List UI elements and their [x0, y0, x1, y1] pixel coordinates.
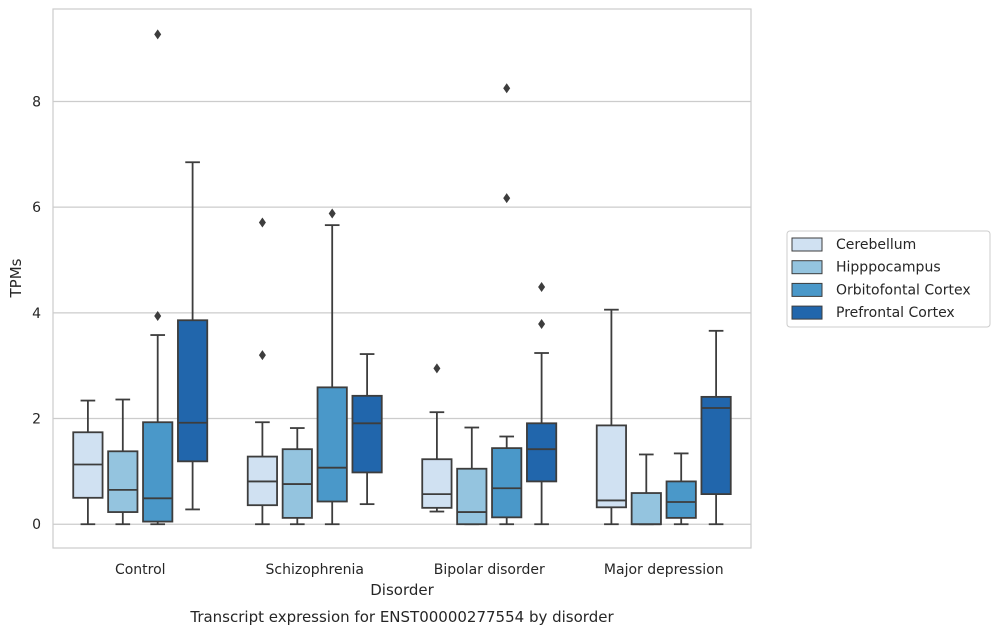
box-iqr: [456, 467, 488, 526]
box-hipppocampus: [281, 427, 313, 526]
outlier-point: [538, 318, 546, 329]
legend-entry: Hipppocampus: [836, 260, 941, 276]
box-orbitofontal-cortex: [665, 452, 697, 526]
outlier-point: [328, 208, 336, 219]
boxplots: [72, 29, 732, 526]
box-iqr: [526, 422, 558, 483]
box-iqr: [316, 386, 348, 503]
box-iqr: [142, 421, 174, 523]
box-iqr: [177, 319, 209, 463]
box-iqr: [665, 480, 697, 519]
x-tick-label: Schizophrenia: [266, 562, 364, 578]
box-orbitofontal-cortex: [491, 83, 523, 526]
y-tick-label: 8: [32, 94, 41, 110]
box-cerebellum: [246, 217, 278, 526]
legend-swatch: [791, 282, 823, 297]
legend-swatch: [791, 260, 823, 275]
legend: Cerebellum Hipppocampus Orbitofontal Corte…: [786, 230, 991, 328]
y-tick-label: 4: [32, 306, 41, 322]
legend-swatch: [791, 237, 823, 252]
box-hipppocampus: [107, 398, 139, 526]
outlier-point: [503, 83, 511, 94]
legend-entry: Cerebellum: [836, 237, 916, 253]
x-tick-labels: Control Schizophrenia Bipolar disorder Majo…: [115, 562, 724, 578]
box-hipppocampus: [630, 453, 662, 526]
box-iqr: [491, 447, 523, 519]
box-prefrontal-cortex: [526, 281, 558, 526]
box-cerebellum: [72, 399, 104, 526]
outlier-point: [258, 350, 266, 361]
outlier-point: [154, 311, 162, 322]
y-tick-label: 2: [32, 412, 41, 428]
legend-entry: Orbitofontal Cortex: [836, 282, 971, 298]
box-iqr: [700, 395, 732, 495]
outlier-point: [258, 217, 266, 228]
box-iqr: [107, 450, 139, 513]
outlier-point: [538, 281, 546, 292]
box-prefrontal-cortex: [351, 353, 383, 506]
box-iqr: [421, 458, 453, 509]
box-iqr: [595, 424, 627, 509]
legend-swatch: [791, 305, 823, 320]
y-tick-label: 6: [32, 200, 41, 216]
y-axis-label: TPMs: [7, 258, 25, 298]
box-hipppocampus: [456, 426, 488, 526]
outlier-point: [503, 193, 511, 204]
legend-entry: Prefrontal Cortex: [836, 305, 955, 321]
x-tick-label: Major depression: [604, 562, 724, 578]
x-tick-label: Bipolar disorder: [434, 562, 545, 578]
outlier-point: [154, 29, 162, 40]
legend-frame: [786, 230, 991, 328]
box-cerebellum: [421, 363, 453, 513]
box-prefrontal-cortex: [177, 161, 209, 511]
box-prefrontal-cortex: [700, 329, 732, 526]
box-iqr: [351, 394, 383, 474]
box-cerebellum: [595, 308, 627, 526]
box-orbitofontal-cortex: [142, 29, 174, 526]
box-orbitofontal-cortex: [316, 208, 348, 526]
outlier-point: [433, 363, 441, 374]
plot-frame: [52, 8, 752, 549]
y-tick-labels: 0 2 4 6 8: [32, 94, 41, 533]
chart-caption: Transcript expression for ENST0000027755…: [189, 608, 614, 626]
x-axis-label: Disorder: [370, 581, 434, 599]
box-iqr: [630, 492, 662, 526]
y-tick-label: 0: [32, 517, 41, 533]
x-tick-label: Control: [115, 562, 166, 578]
